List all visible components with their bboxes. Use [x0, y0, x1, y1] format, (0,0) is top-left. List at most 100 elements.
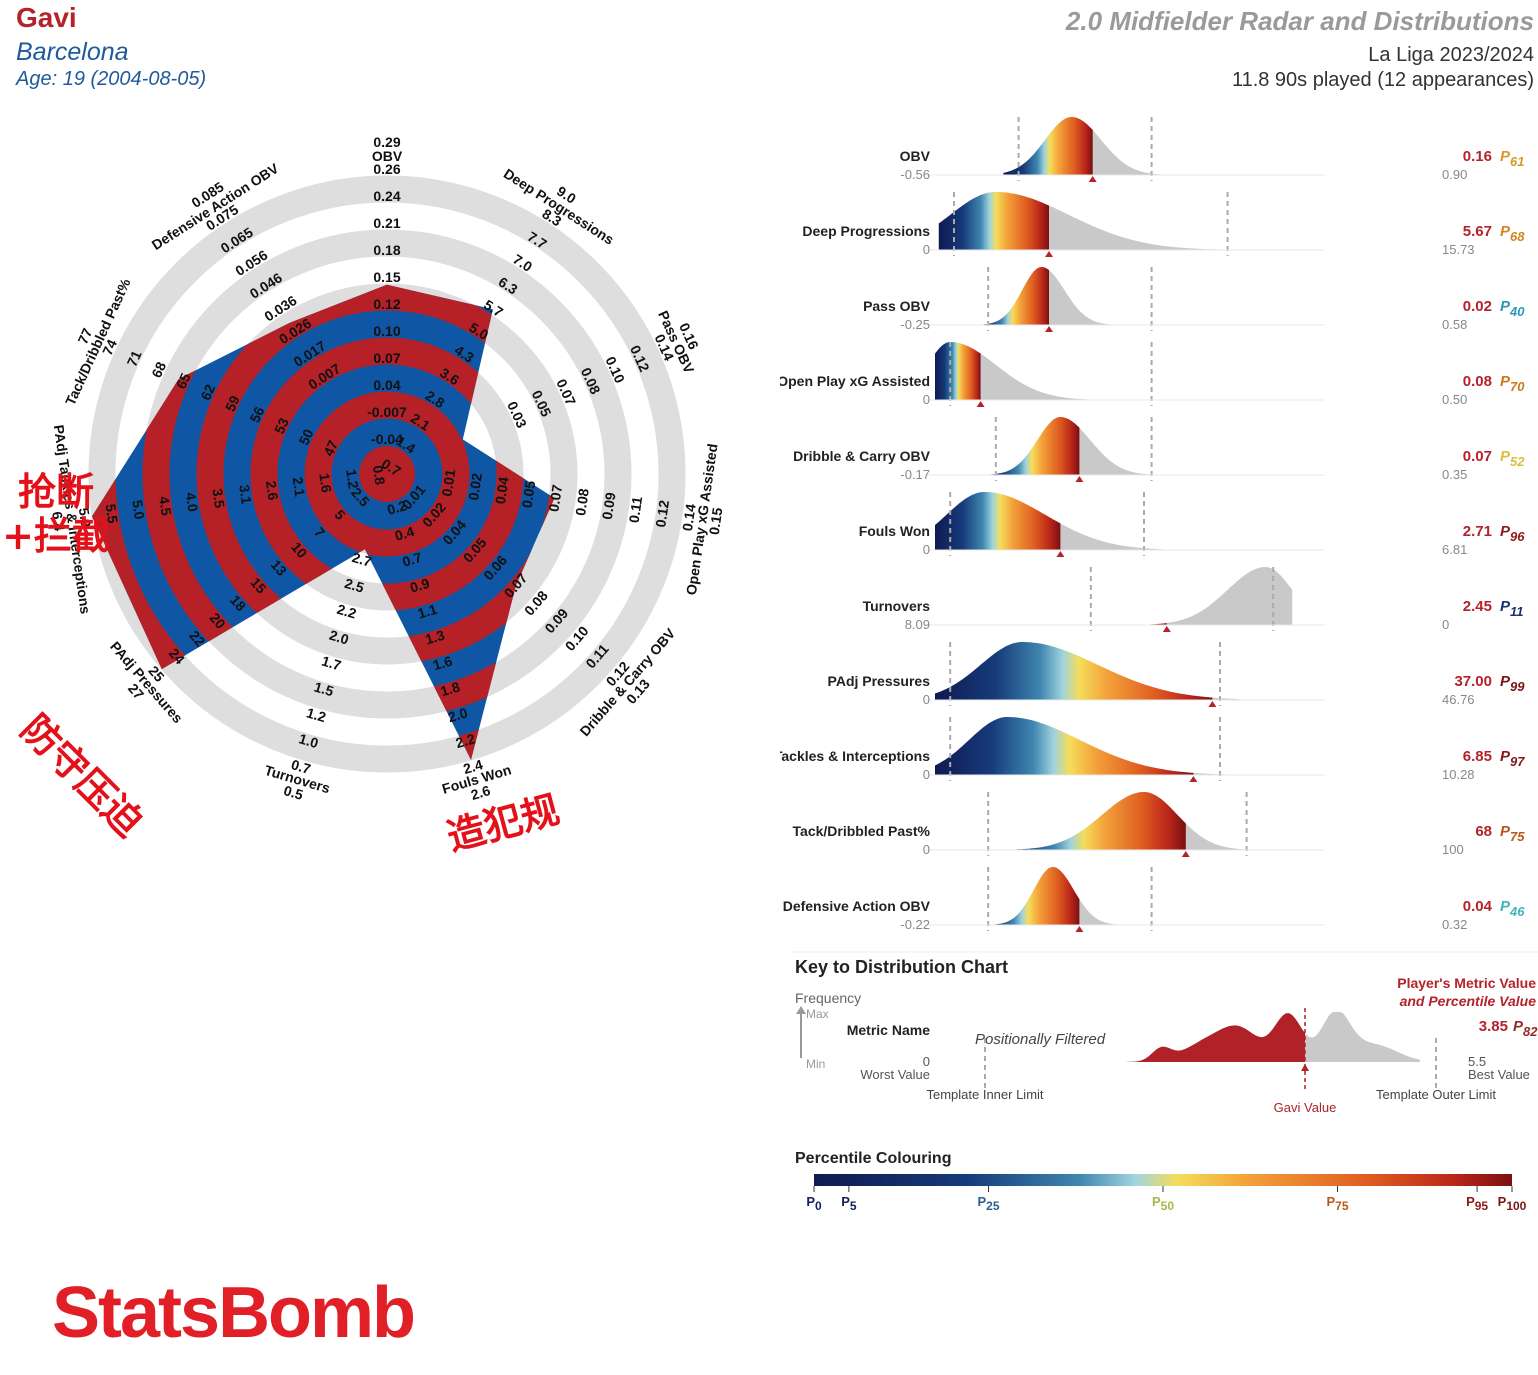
radar-tick-label: 0.5: [282, 782, 305, 803]
percentile-number: 25: [986, 1199, 1000, 1213]
radar-tick-label: 1.2: [343, 468, 362, 490]
percentile-number: 100: [1506, 1199, 1526, 1213]
key-min: Min: [806, 1057, 825, 1071]
radar-tick-label: 2.6: [263, 480, 282, 502]
radar-tick-label: 0.8: [370, 464, 389, 486]
metric-max: 0: [1442, 617, 1449, 632]
metric-percentile: P70: [1500, 373, 1525, 394]
radar-tick-label: 0.08: [572, 487, 592, 516]
radar-tick-label: 77: [74, 325, 95, 346]
metric-value: 0.07: [1463, 448, 1492, 465]
radar-tick-label: 47: [320, 438, 341, 459]
metric-name: Open Play xG Assisted: [780, 373, 930, 389]
percentile-number: 0: [815, 1199, 822, 1213]
key-filtered: Positionally Filtered: [975, 1031, 1106, 1048]
metric-value: 2.45: [1463, 598, 1492, 615]
radar-tick-label: 1.8: [439, 678, 462, 699]
distribution-curve-grey: [935, 342, 1171, 400]
percentile-bar: [814, 1174, 1512, 1186]
distribution-curve-filled: [1075, 567, 1167, 625]
radar-tick-label: 53: [271, 415, 292, 436]
radar-tick-label: 62: [197, 382, 218, 403]
radar-tick-label: 1.0: [297, 730, 320, 751]
distribution-curve-filled: [973, 267, 1049, 325]
radar-tick-label: 3.1: [236, 484, 255, 506]
metric-max: 0.35: [1442, 467, 1467, 482]
radar-tick-label: 56: [246, 404, 267, 425]
percentile-mark: P50: [1152, 1194, 1174, 1213]
metric-value: 0.16: [1463, 148, 1492, 165]
distribution-row: Dribble & Carry OBV -0.17 0.07 0.35 P52: [793, 417, 1525, 482]
metric-name: Deep Progressions: [802, 223, 930, 239]
percentile-mark: P75: [1326, 1194, 1348, 1213]
percentile-mark: P95: [1466, 1194, 1488, 1213]
metric-value: 0.04: [1463, 898, 1493, 915]
percentile-number: 52: [1510, 454, 1525, 469]
percentile-number: 97: [1510, 754, 1525, 769]
player-value-marker: [1181, 851, 1190, 857]
metric-name: OBV: [900, 148, 931, 164]
player-value-marker: [1056, 551, 1065, 557]
radar-tick-label: 0.26: [373, 161, 400, 177]
statsbomb-logo: StatsBomb: [52, 1273, 416, 1353]
key-player-value: Gavi Value: [1274, 1100, 1337, 1115]
percentile-number: 70: [1510, 379, 1525, 394]
distribution-curve-filled: [973, 792, 1186, 850]
percentile-number: 99: [1510, 679, 1525, 694]
player-value-marker: [1162, 626, 1171, 632]
annotation-tackles-interceptions: 抢断+拦截: [0, 470, 115, 558]
radar-tick-label: 4.5: [156, 495, 175, 517]
player-name: Gavi: [16, 2, 77, 33]
key-best-num: 5.5: [1468, 1054, 1486, 1069]
percentile-prefix: P: [977, 1194, 986, 1209]
radar-tick-label: 0.9: [408, 575, 431, 596]
radar-tick-label: 2.2: [335, 601, 358, 622]
distribution-row: Tack/Dribbled Past% 0 68 100 P75: [793, 792, 1525, 857]
distribution-row: Deep Progressions 0 5.67 15.73 P68: [802, 192, 1525, 257]
player-value-marker: [1075, 926, 1084, 932]
radar-tick-label: 2.2: [454, 730, 477, 751]
radar-tick-label: 0.05: [519, 480, 539, 509]
percentile-title: Percentile Colouring: [795, 1150, 951, 1167]
percentile-prefix: P: [1500, 823, 1511, 840]
metric-name: Defensive Action OBV: [783, 898, 931, 914]
annotation-tackles-text: 抢断+拦截: [2, 470, 110, 558]
metric-name: PAdj Pressures: [828, 673, 931, 689]
radar-tick-label: 0.7: [289, 756, 312, 777]
percentile-mark: P5: [841, 1194, 857, 1213]
radar-tick-label: 0.4: [393, 523, 416, 544]
radar-tick-label: 1.7: [320, 653, 343, 674]
percentile-prefix: P: [1500, 298, 1511, 315]
percentile-number: 11: [1510, 604, 1524, 619]
distribution-curve-filled: [935, 342, 981, 400]
radar-ring: [88, 175, 686, 773]
player-value-marker: [1045, 326, 1053, 332]
metric-max: 46.76: [1442, 692, 1475, 707]
key-worst: Worst Value: [860, 1067, 930, 1082]
metric-min: 0: [923, 767, 930, 782]
radar-tick-label: 2.5: [343, 575, 366, 596]
player-value-marker: [1189, 776, 1198, 782]
radar-tick-label: 0.09: [599, 491, 619, 520]
percentile-prefix: P: [1500, 748, 1511, 765]
key-inner-limit: Template Inner Limit: [926, 1087, 1043, 1102]
percentile-prefix: P: [1500, 373, 1511, 390]
metric-min: 0: [923, 692, 930, 707]
metric-min: 0: [923, 392, 930, 407]
radar-tick-label: -0.04: [371, 431, 403, 447]
percentile-number: 82: [1523, 1024, 1538, 1039]
metric-value: 37.00: [1454, 673, 1492, 690]
radar-tick-label: 0.01: [439, 468, 459, 497]
radar-tick-label: 0.07: [373, 350, 400, 366]
key-best: Best Value: [1468, 1067, 1530, 1082]
distribution-curve-filled: [1003, 117, 1093, 175]
key-arrow-head: [796, 1006, 806, 1014]
distribution-row: PAdj Pressures 0 37.00 46.76 P99: [828, 642, 1525, 707]
radar-tick-label: 2.0: [446, 704, 469, 725]
radar-tick-label: 59: [222, 393, 243, 414]
radar-tick-label: 5.0: [129, 499, 148, 521]
player-value-marker: [1045, 251, 1053, 257]
